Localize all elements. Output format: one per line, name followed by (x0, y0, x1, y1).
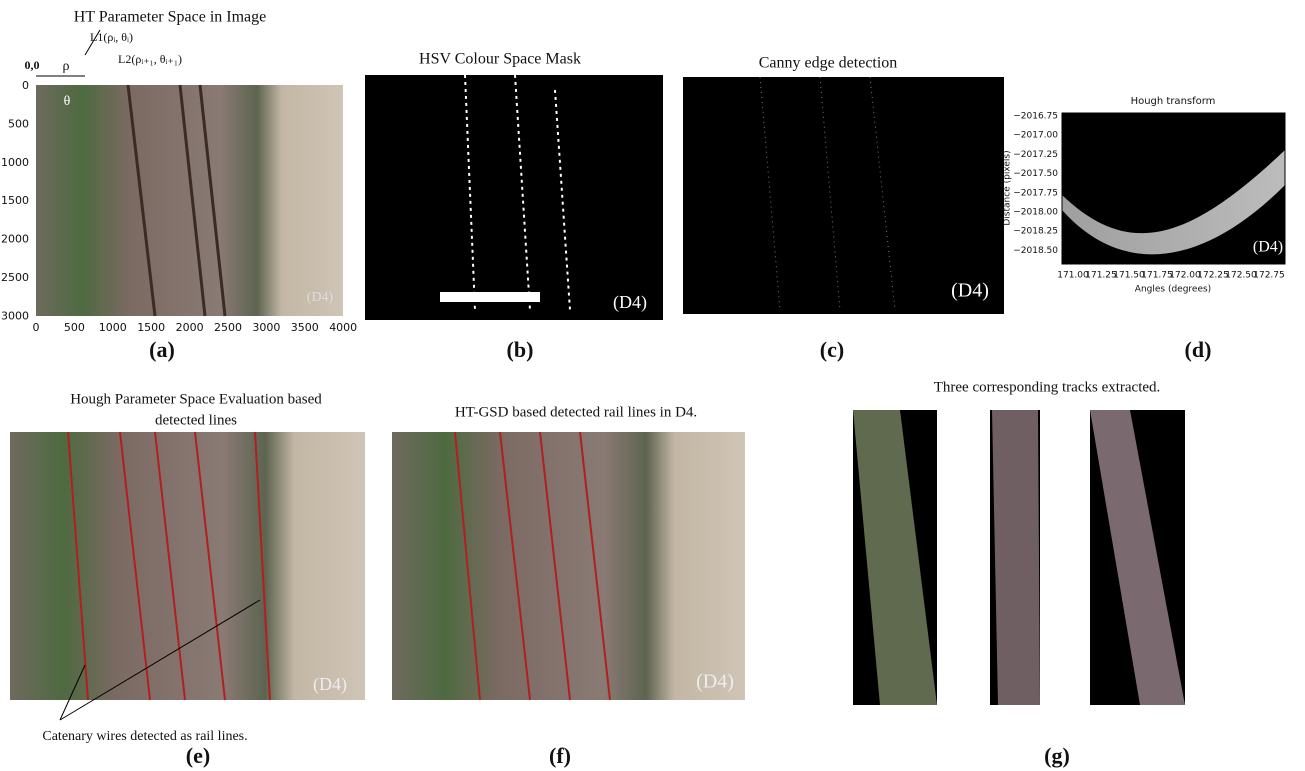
x-tick-label: 172.50 (1225, 271, 1257, 281)
dataset-label: (D4) (313, 674, 347, 695)
y-tick-label: 3000 (1, 309, 29, 322)
dataset-label: (D4) (1253, 239, 1283, 256)
dataset-label: (D4) (307, 290, 334, 305)
panel-label: (b) (507, 337, 534, 362)
panel-title: Three corresponding tracks extracted. (934, 379, 1161, 395)
x-tick-label: 2500 (214, 321, 242, 334)
dataset-label: (D4) (696, 671, 734, 693)
x-tick-label: 172.00 (1169, 271, 1201, 281)
panel-e-image (10, 432, 365, 720)
y-tick-label: 0 (22, 79, 29, 92)
panel-title: HT-GSD based detected rail lines in D4. (455, 404, 697, 420)
y-tick-label: −2017.00 (1013, 131, 1058, 141)
x-tick-label: 171.75 (1141, 271, 1173, 281)
line-label: L1(ρᵢ, θᵢ) (90, 30, 133, 44)
x-tick-label: 171.50 (1113, 271, 1145, 281)
dataset-label: (D4) (951, 280, 989, 302)
panel-title: Canny edge detection (759, 55, 898, 72)
panel-label: (g) (1044, 743, 1070, 768)
rho-label: ρ (63, 59, 70, 74)
panel-title: HSV Colour Space Mask (419, 51, 581, 68)
panel-g-image (853, 410, 1185, 705)
y-tick-label: 1500 (1, 194, 29, 207)
x-tick-label: 4000 (329, 321, 357, 334)
x-tick-label: 3500 (291, 321, 319, 334)
x-tick-label: 0 (33, 321, 40, 334)
y-tick-label: 2500 (1, 271, 29, 284)
figure: (a) (b) (c) (d) (e) (f) (g) HT Parameter Space … (0, 0, 1305, 771)
panel-label: (f) (549, 743, 571, 768)
y-tick-label: −2018.25 (1013, 227, 1058, 237)
theta-label: θ (64, 94, 71, 109)
annotation: Catenary wires detected as rail lines. (42, 729, 247, 744)
dataset-label: (D4) (613, 292, 647, 313)
x-tick-label: 1500 (137, 321, 165, 334)
panel-c-image (683, 77, 1004, 314)
y-tick-label: −2017.25 (1013, 150, 1058, 160)
panel-label: (e) (186, 743, 210, 768)
x-tick-label: 2000 (176, 321, 204, 334)
x-tick-label: 172.75 (1253, 271, 1285, 281)
x-axis-label: Angles (degrees) (1135, 285, 1211, 295)
x-tick-label: 171.25 (1085, 271, 1117, 281)
line-label: L2(ρᵢ₊₁, θᵢ₊₁) (118, 52, 182, 66)
panel-label: (d) (1185, 337, 1212, 362)
panel-d-plot (1062, 113, 1285, 264)
origin-label: 0,0 (25, 58, 40, 72)
y-axis-label: Distance (pixels) (1003, 150, 1013, 225)
x-tick-label: 1000 (99, 321, 127, 334)
panel-label: (c) (820, 337, 844, 362)
panel-title: Hough Parameter Space Evaluation based (70, 391, 322, 407)
y-tick-label: −2018.00 (1013, 208, 1058, 218)
y-tick-label: 500 (8, 117, 29, 130)
x-tick-label: 500 (64, 321, 85, 334)
panel-a-image (36, 30, 343, 316)
panel-b-image (365, 75, 663, 320)
panel-title: Hough transform (1131, 96, 1216, 107)
x-tick-label: 171.00 (1057, 271, 1089, 281)
y-tick-label: −2017.50 (1013, 169, 1058, 179)
panel-f-image (392, 432, 745, 700)
y-tick-label: −2018.50 (1013, 246, 1058, 256)
panel-label: (a) (149, 337, 175, 362)
y-tick-label: 1000 (1, 156, 29, 169)
y-tick-label: 2000 (1, 233, 29, 246)
x-tick-label: 3000 (252, 321, 280, 334)
y-tick-label: −2017.75 (1013, 188, 1058, 198)
x-tick-label: 172.25 (1197, 271, 1229, 281)
panel-title: HT Parameter Space in Image (74, 9, 267, 26)
panel-title: detected lines (155, 412, 237, 428)
y-tick-label: −2016.75 (1013, 112, 1058, 122)
